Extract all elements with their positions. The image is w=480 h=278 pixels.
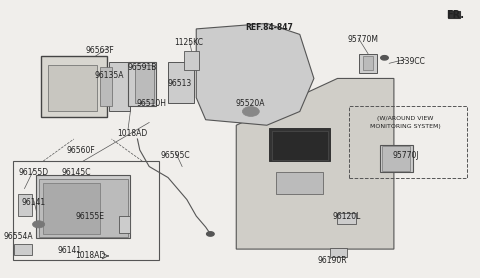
Bar xyxy=(128,62,156,106)
Bar xyxy=(276,172,324,194)
Text: 1125KC: 1125KC xyxy=(175,38,204,47)
Text: 96135A: 96135A xyxy=(95,71,124,80)
Text: 96141: 96141 xyxy=(57,246,81,255)
Bar xyxy=(382,146,410,171)
Circle shape xyxy=(206,232,214,236)
Text: MONITORING SYSTEM): MONITORING SYSTEM) xyxy=(370,124,441,129)
Text: 96513: 96513 xyxy=(168,80,192,88)
Text: 95520A: 95520A xyxy=(236,99,265,108)
Bar xyxy=(119,216,131,233)
Bar xyxy=(168,62,194,103)
Bar xyxy=(38,179,128,237)
Bar xyxy=(269,128,330,161)
Bar xyxy=(41,56,107,117)
Text: 96595C: 96595C xyxy=(160,151,190,160)
Text: 96141: 96141 xyxy=(22,198,46,207)
Circle shape xyxy=(33,221,45,228)
Text: 96190R: 96190R xyxy=(318,255,348,265)
Text: 96560F: 96560F xyxy=(67,145,96,155)
Bar xyxy=(109,62,131,111)
Bar xyxy=(380,145,413,172)
Bar xyxy=(184,51,199,70)
Bar xyxy=(349,106,467,178)
Text: 96155D: 96155D xyxy=(19,168,49,177)
Bar xyxy=(43,183,100,234)
Text: 1018AD: 1018AD xyxy=(75,252,106,260)
Bar xyxy=(363,56,373,70)
Bar xyxy=(48,65,97,111)
Text: 1339CC: 1339CC xyxy=(396,58,425,66)
Bar xyxy=(100,68,111,106)
Bar xyxy=(135,65,154,103)
Bar xyxy=(272,131,328,160)
Text: 95770M: 95770M xyxy=(348,35,379,44)
Text: REF.84-847: REF.84-847 xyxy=(245,23,293,32)
Text: 96563F: 96563F xyxy=(85,46,114,55)
Text: FR.: FR. xyxy=(446,10,464,20)
Text: 96510H: 96510H xyxy=(136,99,167,108)
Bar xyxy=(36,175,131,238)
Bar xyxy=(18,194,33,216)
Text: 1018AD: 1018AD xyxy=(118,129,148,138)
Bar xyxy=(330,248,347,257)
Bar xyxy=(13,244,33,255)
Bar xyxy=(337,213,356,224)
Text: 96591B: 96591B xyxy=(128,63,157,72)
Text: 95770J: 95770J xyxy=(392,151,419,160)
Bar xyxy=(13,161,158,260)
Bar xyxy=(359,54,377,73)
Polygon shape xyxy=(196,23,314,125)
Circle shape xyxy=(242,106,259,116)
Polygon shape xyxy=(448,11,460,18)
Circle shape xyxy=(381,56,388,60)
Text: 96120L: 96120L xyxy=(333,212,361,220)
Text: (W/AROUND VIEW: (W/AROUND VIEW xyxy=(377,116,434,121)
Text: 96155E: 96155E xyxy=(76,212,105,220)
Text: 96554A: 96554A xyxy=(3,232,33,241)
Text: 96145C: 96145C xyxy=(61,168,91,177)
Polygon shape xyxy=(236,78,394,249)
